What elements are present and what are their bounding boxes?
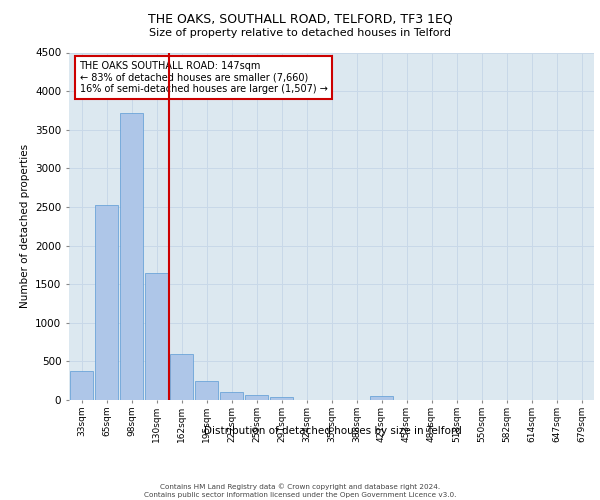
Text: Size of property relative to detached houses in Telford: Size of property relative to detached ho… [149, 28, 451, 38]
Bar [370, 396, 393, 400]
Bar [95, 206, 118, 400]
Bar [245, 396, 268, 400]
Y-axis label: Number of detached properties: Number of detached properties [20, 144, 29, 308]
Text: Contains HM Land Registry data © Crown copyright and database right 2024.
Contai: Contains HM Land Registry data © Crown c… [144, 484, 456, 498]
Bar [120, 112, 143, 400]
Bar [270, 396, 293, 400]
Bar [195, 382, 218, 400]
Bar [220, 392, 243, 400]
Bar [170, 354, 193, 400]
Bar [145, 274, 168, 400]
Text: THE OAKS, SOUTHALL ROAD, TELFORD, TF3 1EQ: THE OAKS, SOUTHALL ROAD, TELFORD, TF3 1E… [148, 12, 452, 26]
Bar [70, 370, 93, 400]
Text: Distribution of detached houses by size in Telford: Distribution of detached houses by size … [204, 426, 462, 436]
Text: THE OAKS SOUTHALL ROAD: 147sqm
← 83% of detached houses are smaller (7,660)
16% : THE OAKS SOUTHALL ROAD: 147sqm ← 83% of … [79, 61, 328, 94]
